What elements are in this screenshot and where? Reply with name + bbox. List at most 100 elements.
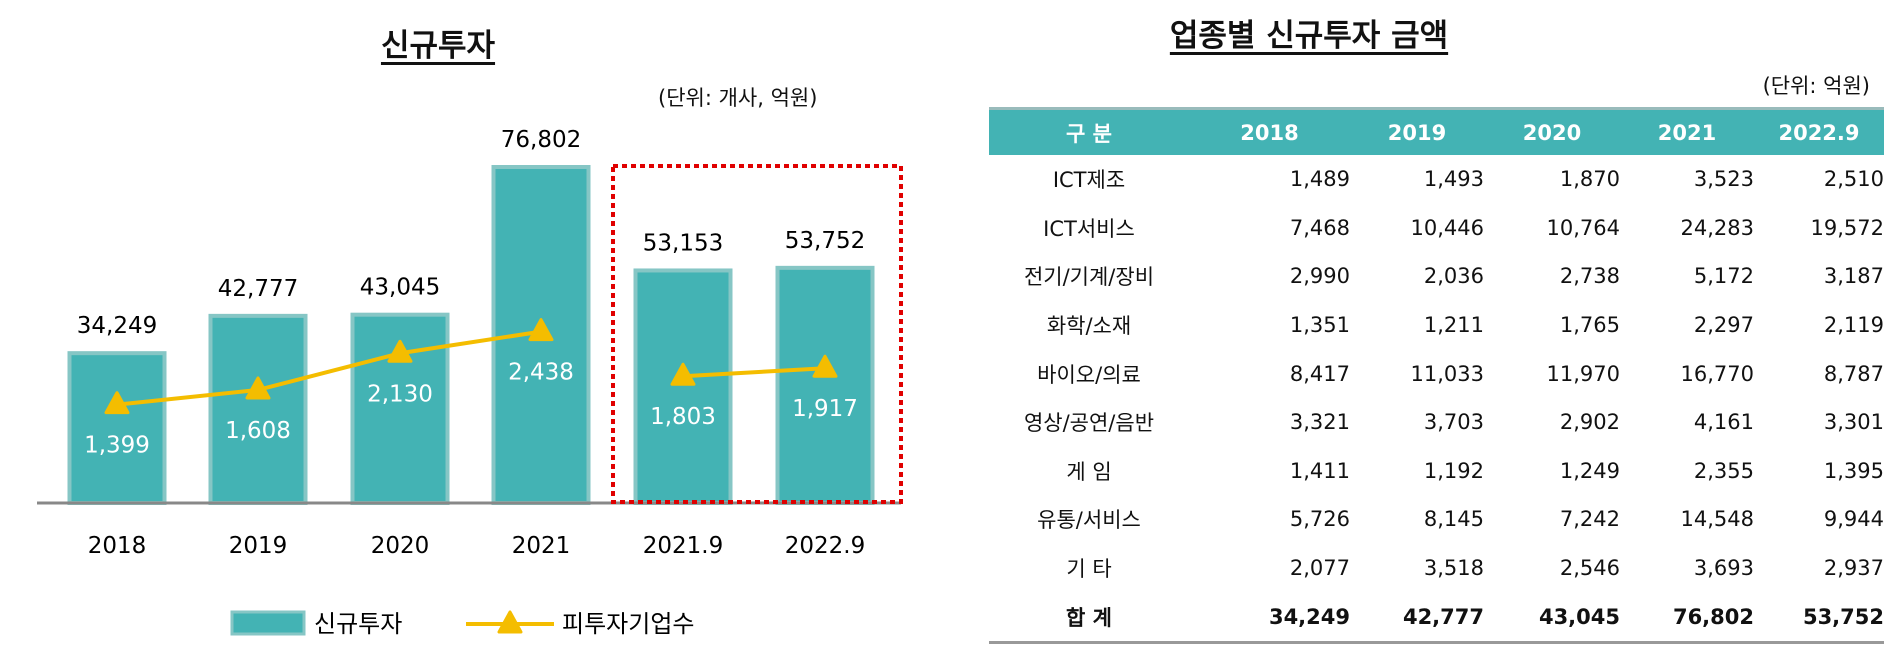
- bar-value-label: 53,752: [785, 228, 865, 254]
- cell-value: 2,077: [1289, 556, 1350, 581]
- row-label: 영상/공연/음반: [1023, 411, 1155, 436]
- row-label: 유통/서비스: [1037, 508, 1141, 533]
- table-row: ICT서비스 7,468 10,446 10,764 24,283 19,572: [989, 204, 1884, 253]
- cell-value: 11,970: [1546, 361, 1620, 386]
- column-header: 2018: [1240, 120, 1299, 145]
- cell-value: 2,355: [1693, 458, 1754, 483]
- table-title: 업종별 신규투자 금액: [1169, 18, 1449, 54]
- line-value-label: 1,399: [84, 433, 150, 459]
- cell-value: 3,703: [1423, 410, 1484, 435]
- cell-value: 2,738: [1559, 264, 1620, 289]
- cell-value: 53,752: [1802, 604, 1884, 629]
- cell-value: 10,446: [1410, 215, 1484, 240]
- legend-line-label: 피투자기업수: [562, 610, 694, 638]
- column-header: 2021: [1657, 120, 1717, 145]
- cell-value: 2,510: [1823, 167, 1884, 192]
- legend-bar-swatch: [230, 610, 306, 636]
- column-header: 2019: [1387, 120, 1447, 145]
- line-segment-0: [116, 329, 542, 407]
- cell-value: 2,546: [1559, 556, 1620, 581]
- bar-value-label: 43,045: [360, 275, 440, 301]
- cell-value: 24,283: [1680, 215, 1754, 240]
- cell-value: 2,902: [1559, 410, 1620, 435]
- cell-value: 19,572: [1810, 215, 1884, 240]
- line-marker-2021.9: [670, 362, 696, 386]
- cell-value: 1,351: [1289, 313, 1350, 338]
- line-value-label: 2,130: [367, 381, 433, 407]
- row-label: 기 타: [1066, 557, 1112, 582]
- x-tick-label: 2021: [512, 533, 571, 559]
- table-row: 유통/서비스 5,726 8,145 7,242 14,548 9,944: [989, 495, 1884, 544]
- row-label: 바이오/의료: [1037, 362, 1141, 387]
- x-tick-label: 2022.9: [785, 533, 865, 559]
- cell-value: 1,411: [1289, 458, 1350, 483]
- x-tick-label: 2018: [88, 533, 147, 559]
- cell-value: 2,937: [1823, 556, 1884, 581]
- bar-2018: [67, 351, 167, 505]
- cell-value: 9,944: [1823, 507, 1884, 532]
- legend-bar-label: 신규투자: [314, 610, 402, 638]
- line-marker-2022.9: [812, 354, 838, 378]
- cell-value: 1,395: [1823, 458, 1884, 483]
- table-row: 바이오/의료 8,417 11,033 11,970 16,770 8,787: [989, 349, 1884, 398]
- cell-value: 3,321: [1289, 410, 1350, 435]
- row-label: 합 계: [1066, 605, 1112, 630]
- bar-value-label: 53,153: [643, 230, 723, 256]
- cell-value: 8,417: [1289, 361, 1350, 386]
- chart-title: 신규투자: [380, 28, 496, 64]
- row-label: ICT제조: [1052, 168, 1126, 193]
- table-row: 기 타 2,077 3,518 2,546 3,693 2,937: [989, 544, 1884, 593]
- investment-chart: 34,249 2018 42,777 2019 43,045 2020 76,802 2021…: [37, 127, 903, 638]
- table-row: ICT제조 1,489 1,493 1,870 3,523 2,510: [989, 155, 1884, 204]
- cell-value: 5,726: [1289, 507, 1350, 532]
- total-row: 합 계 34,249 42,777 43,045 76,802 53,752: [989, 592, 1884, 643]
- cell-value: 2,990: [1289, 264, 1350, 289]
- line-segment-1: [682, 366, 826, 379]
- cell-value: 3,187: [1823, 264, 1884, 289]
- cell-value: 14,548: [1680, 507, 1754, 532]
- line-value-label: 1,803: [650, 404, 716, 430]
- column-header: 구 분: [1066, 121, 1112, 146]
- table-row: 영상/공연/음반 3,321 3,703 2,902 4,161 3,301: [989, 398, 1884, 447]
- cell-value: 2,119: [1823, 313, 1884, 338]
- cell-value: 43,045: [1538, 604, 1620, 629]
- cell-value: 1,192: [1423, 458, 1484, 483]
- chart-unit: (단위: 개사, 억원): [658, 86, 818, 110]
- table-unit: (단위: 억원): [1762, 74, 1870, 98]
- cell-value: 7,242: [1559, 507, 1620, 532]
- line-marker-2020: [387, 339, 413, 363]
- line-marker-2021: [528, 318, 554, 342]
- bar-2019: [208, 313, 308, 505]
- cell-value: 11,033: [1410, 361, 1484, 386]
- highlight-box: [611, 164, 903, 504]
- bar-value-label: 76,802: [501, 127, 581, 153]
- cell-value: 16,770: [1680, 361, 1754, 386]
- bar-2021.9: [633, 268, 733, 505]
- cell-value: 8,145: [1423, 507, 1484, 532]
- cell-value: 3,301: [1823, 410, 1884, 435]
- cell-value: 3,693: [1693, 556, 1754, 581]
- row-label: 전기/기계/장비: [1023, 265, 1155, 290]
- line-value-label: 1,608: [225, 418, 291, 444]
- line-marker-2019: [245, 376, 271, 400]
- column-header: 2020: [1522, 120, 1582, 145]
- cell-value: 2,036: [1423, 264, 1484, 289]
- line-value-label: 2,438: [508, 360, 574, 386]
- x-tick-label: 2019: [229, 533, 288, 559]
- bar-value-label: 34,249: [77, 313, 157, 339]
- table-header-row: 구 분 2018 2019 2020 2021 2022.9: [989, 108, 1884, 155]
- cell-value: 42,777: [1402, 604, 1484, 629]
- cell-value: 7,468: [1289, 215, 1350, 240]
- legend-triangle-icon: [497, 610, 523, 634]
- cell-value: 1,870: [1559, 167, 1620, 192]
- line-value-label: 1,917: [792, 396, 858, 422]
- table-row: 게 임 1,411 1,192 1,249 2,355 1,395: [989, 447, 1884, 496]
- cell-value: 1,765: [1559, 313, 1620, 338]
- cell-value: 1,493: [1423, 167, 1484, 192]
- table-row: 전기/기계/장비 2,990 2,036 2,738 5,172 3,187: [989, 252, 1884, 301]
- column-header: 2022.9: [1778, 120, 1860, 145]
- table-row: 화학/소재 1,351 1,211 1,765 2,297 2,119: [989, 301, 1884, 350]
- cell-value: 1,211: [1423, 313, 1484, 338]
- line-marker-2018: [104, 391, 130, 415]
- cell-value: 10,764: [1546, 215, 1620, 240]
